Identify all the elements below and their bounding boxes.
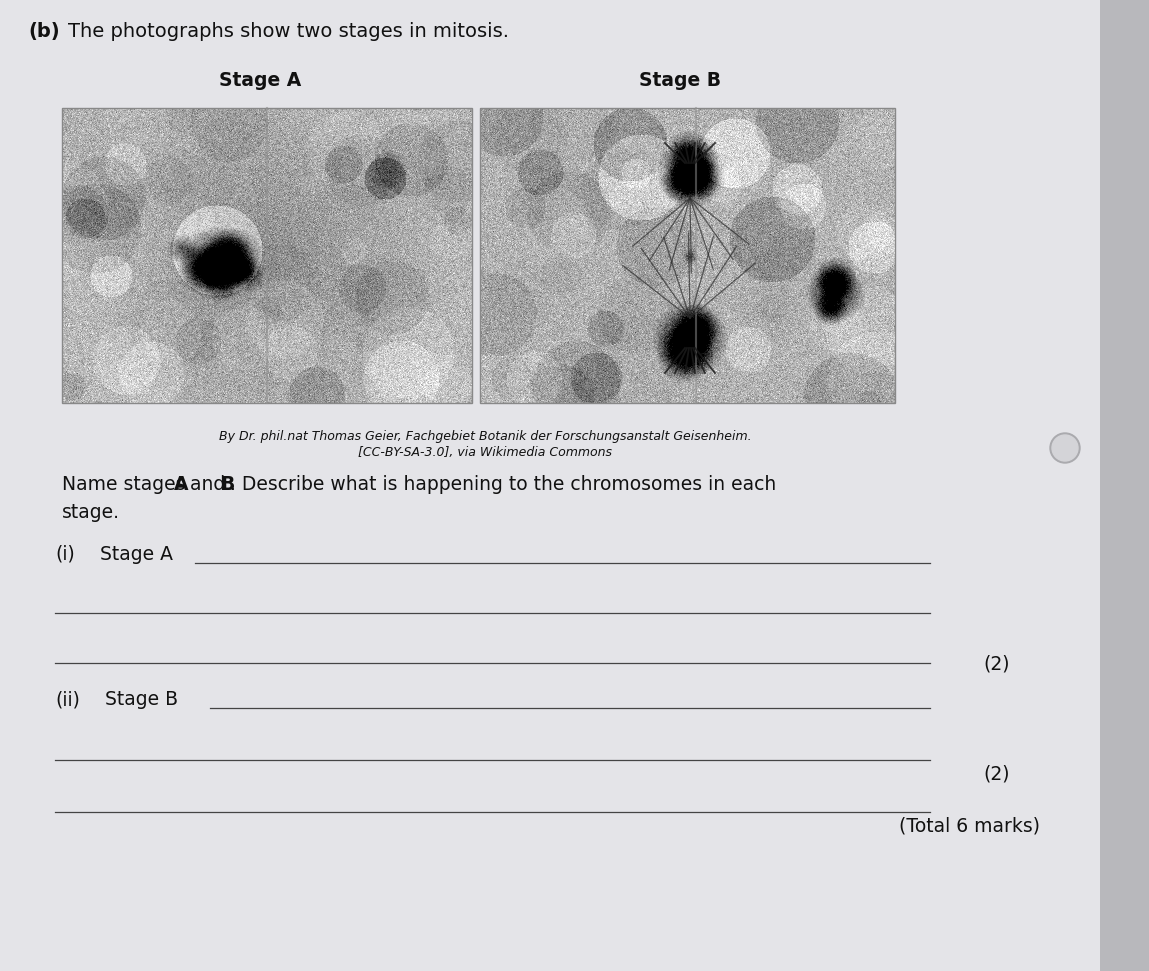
Text: and: and bbox=[184, 475, 231, 494]
Text: Stage A: Stage A bbox=[100, 545, 173, 564]
Text: (2): (2) bbox=[984, 765, 1010, 784]
Text: (Total 6 marks): (Total 6 marks) bbox=[899, 817, 1040, 836]
Text: (b): (b) bbox=[28, 22, 60, 41]
Text: [CC-BY-SA-3.0], via Wikimedia Commons: [CC-BY-SA-3.0], via Wikimedia Commons bbox=[358, 446, 612, 459]
Text: . Describe what is happening to the chromosomes in each: . Describe what is happening to the chro… bbox=[230, 475, 777, 494]
Bar bbox=[62, 108, 472, 403]
Text: Stage B: Stage B bbox=[105, 690, 178, 709]
Text: Stage B: Stage B bbox=[639, 71, 722, 90]
Text: A: A bbox=[173, 475, 188, 494]
Bar bbox=[480, 108, 895, 403]
Bar bbox=[1100, 0, 1149, 971]
Text: The photographs show two stages in mitosis.: The photographs show two stages in mitos… bbox=[68, 22, 509, 41]
Circle shape bbox=[1050, 433, 1080, 463]
Text: By Dr. phil.nat Thomas Geier, Fachgebiet Botanik der Forschungsanstalt Geisenhei: By Dr. phil.nat Thomas Geier, Fachgebiet… bbox=[218, 430, 751, 443]
Text: B: B bbox=[219, 475, 234, 494]
Circle shape bbox=[1052, 435, 1078, 461]
Text: (ii): (ii) bbox=[55, 690, 80, 709]
Text: (2): (2) bbox=[984, 655, 1010, 674]
Text: Name stages: Name stages bbox=[62, 475, 192, 494]
Text: (i): (i) bbox=[55, 545, 75, 564]
Text: Stage A: Stage A bbox=[218, 71, 301, 90]
Text: stage.: stage. bbox=[62, 503, 119, 522]
